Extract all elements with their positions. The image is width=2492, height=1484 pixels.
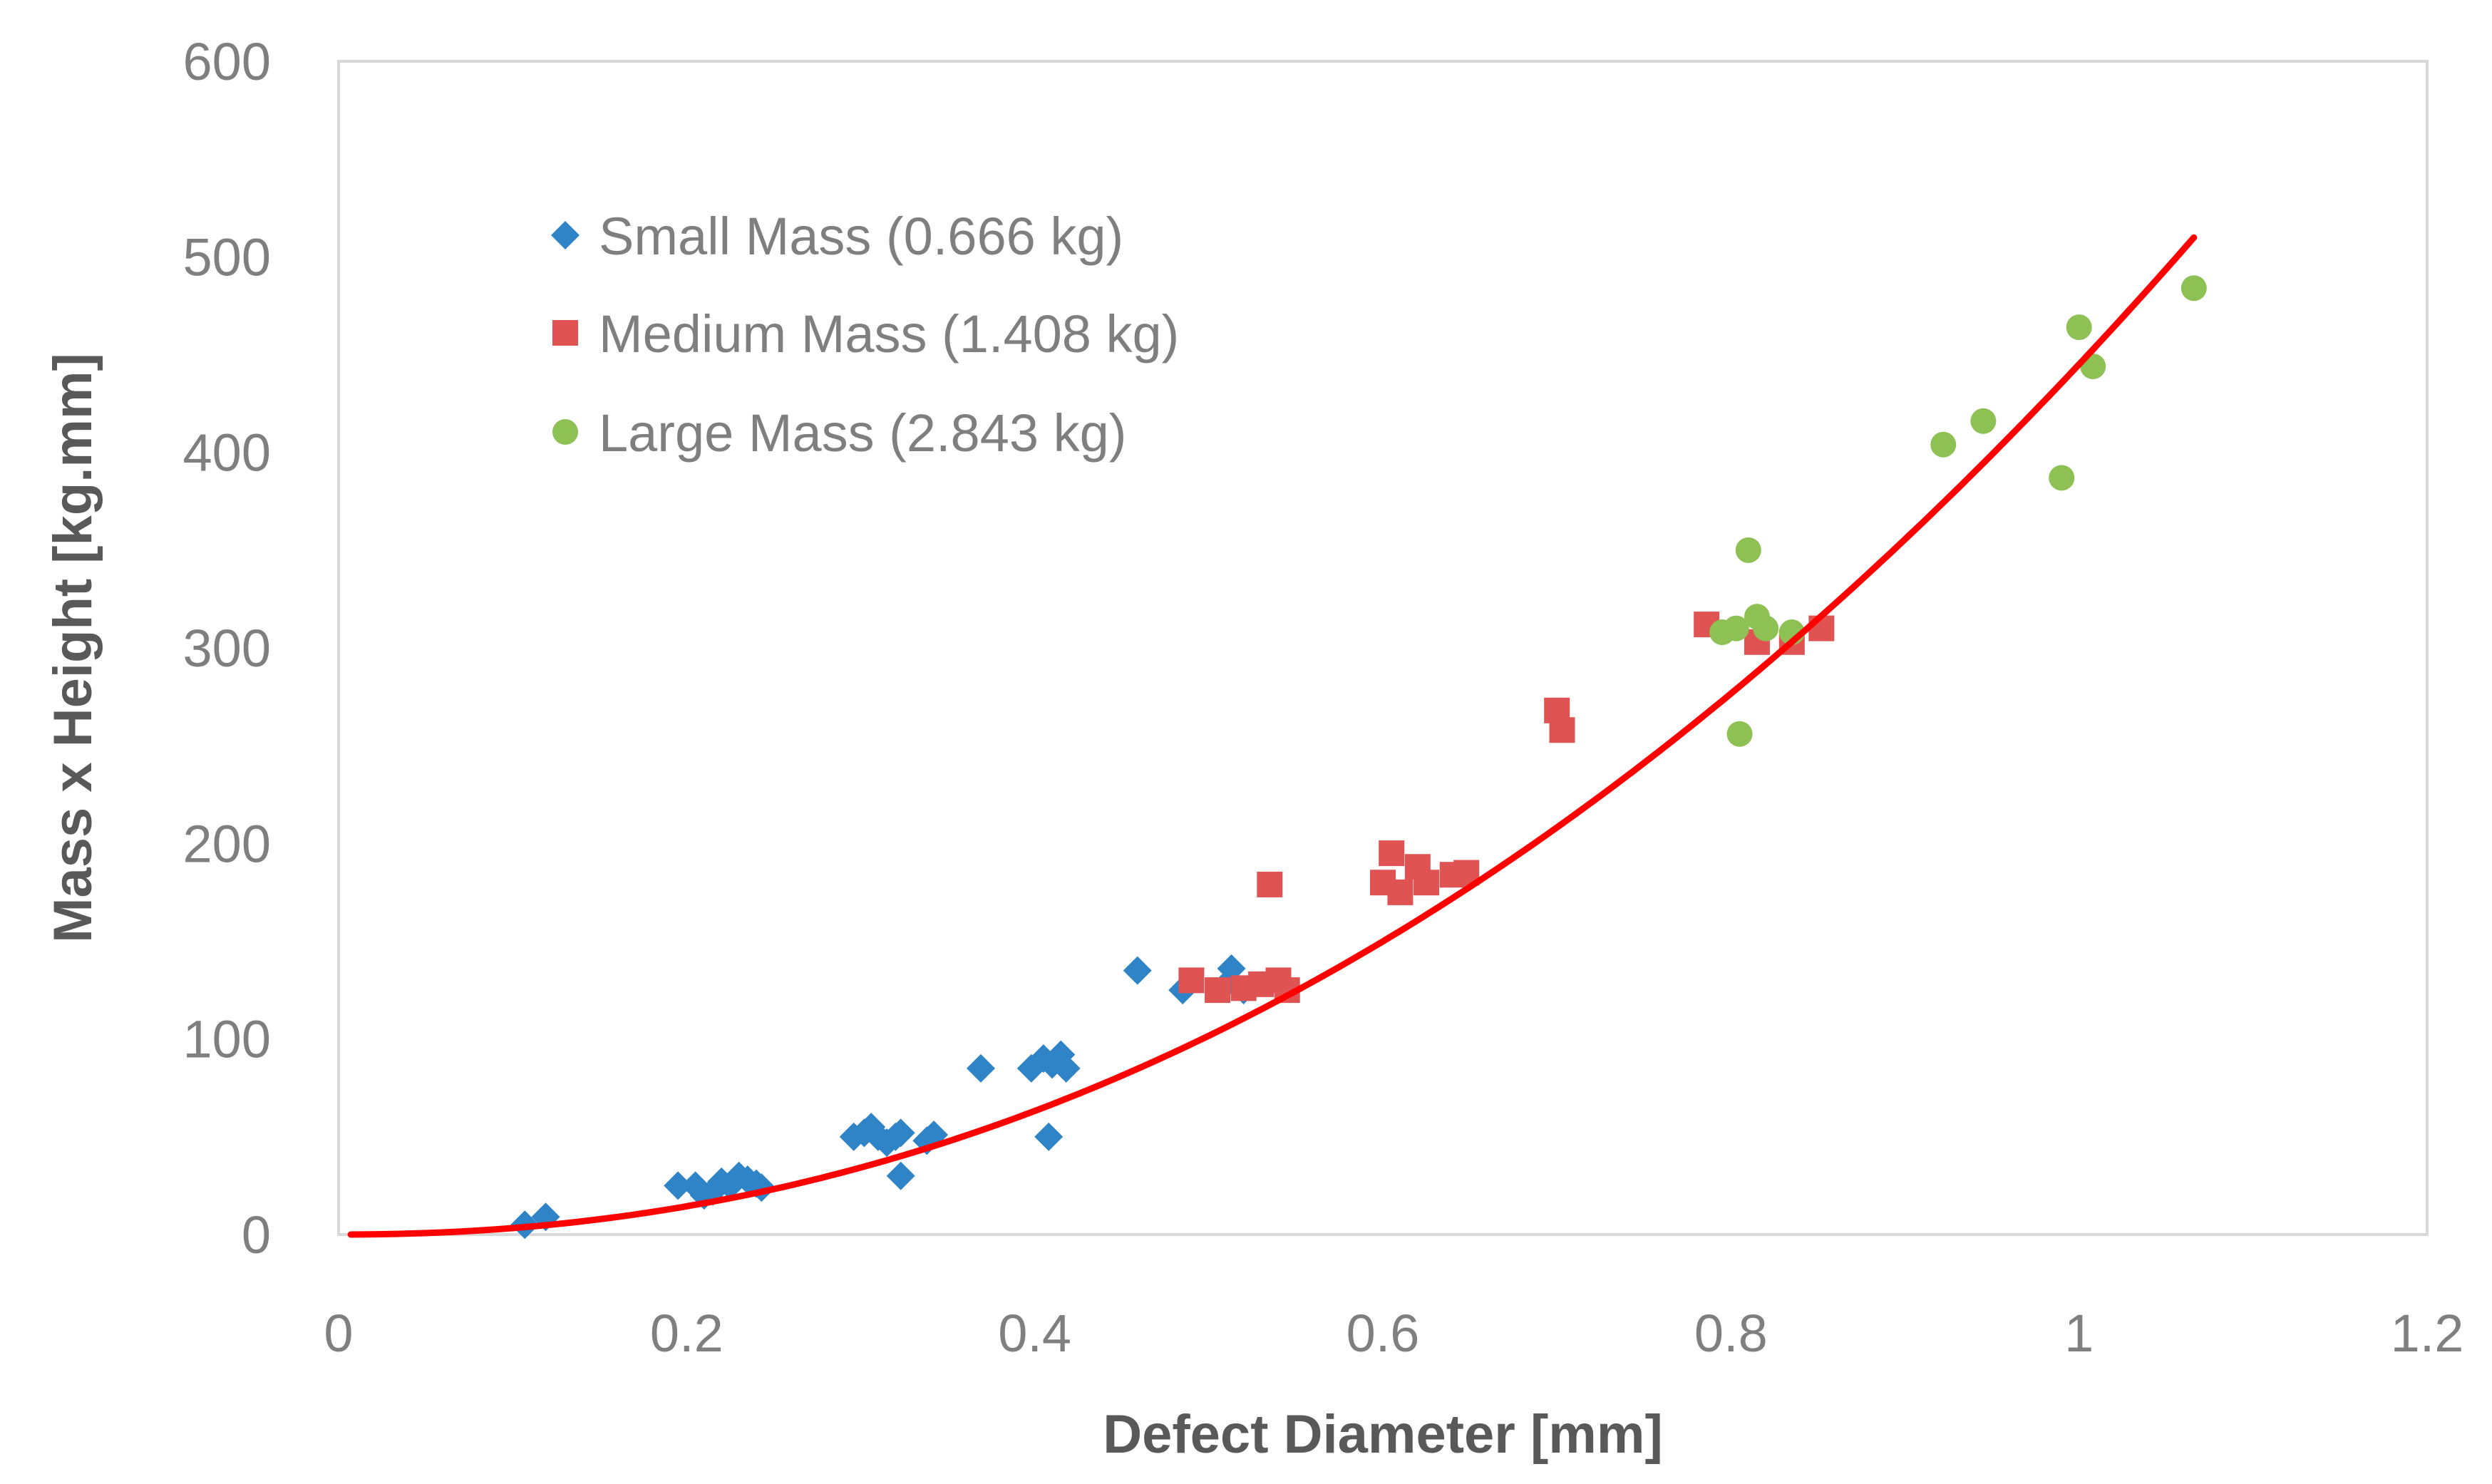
x-tick-label: 0.6	[1347, 1304, 1420, 1363]
data-point	[1723, 615, 1749, 641]
x-tick-label: 1	[2064, 1304, 2094, 1363]
data-point	[2180, 275, 2207, 302]
data-point	[966, 1053, 995, 1083]
legend-label: Large Mass (2.843 kg)	[599, 403, 1126, 463]
legend-item: Small Mass (0.666 kg)	[551, 207, 1123, 266]
y-tick-label: 100	[183, 1010, 271, 1069]
y-tick-label: 500	[183, 227, 271, 287]
legend-item: Medium Mass (1.408 kg)	[552, 304, 1179, 364]
y-tick-label: 600	[183, 32, 271, 91]
data-point	[1205, 977, 1231, 1004]
data-point	[1257, 871, 1283, 897]
y-tick-label: 400	[183, 423, 271, 483]
legend: Small Mass (0.666 kg) Medium Mass (1.408 …	[551, 207, 1179, 463]
y-tick-label: 300	[183, 619, 271, 678]
data-point	[1753, 615, 1779, 641]
x-axis-ticks: 0 0.2 0.4 0.6 0.8 1 1.2	[324, 1304, 2463, 1363]
data-point	[1414, 870, 1440, 896]
legend-label: Small Mass (0.666 kg)	[599, 207, 1123, 266]
plot-area	[337, 60, 2429, 1236]
data-point	[1123, 956, 1152, 985]
data-point	[2066, 314, 2092, 341]
y-tick-label: 200	[183, 814, 271, 873]
data-point	[664, 1171, 693, 1200]
data-point	[1549, 717, 1575, 743]
x-axis-title: Defect Diameter [mm]	[1103, 1404, 1663, 1465]
trendline-layer	[347, 234, 2198, 1238]
data-point	[1034, 1122, 1064, 1151]
data-point	[1387, 879, 1414, 905]
y-axis-title: Mass x Height [kg.mm]	[43, 353, 103, 943]
x-tick-label: 0	[324, 1304, 353, 1363]
trendline	[347, 234, 2198, 1238]
data-point	[886, 1118, 915, 1148]
data-point	[1379, 840, 1405, 867]
legend-marker	[552, 419, 578, 445]
data-point	[1970, 408, 1997, 434]
legend-marker	[551, 221, 580, 249]
x-tick-label: 0.4	[998, 1304, 1071, 1363]
data-point	[886, 1161, 915, 1190]
data-point	[1930, 431, 1957, 458]
data-point	[1178, 967, 1205, 994]
legend-item: Large Mass (2.843 kg)	[552, 403, 1126, 463]
legend-marker	[552, 320, 578, 346]
data-point	[2049, 465, 2075, 491]
x-tick-label: 1.2	[2391, 1304, 2464, 1363]
data-point	[1735, 537, 1761, 563]
x-tick-label: 0.8	[1694, 1304, 1768, 1363]
y-axis-ticks: 0 100 200 300 400 500 600	[183, 32, 271, 1264]
legend-label: Medium Mass (1.408 kg)	[599, 304, 1179, 364]
y-tick-label: 0	[242, 1205, 271, 1264]
data-point	[1726, 721, 1753, 747]
x-tick-label: 0.2	[650, 1304, 724, 1363]
data-point	[1051, 1053, 1081, 1083]
